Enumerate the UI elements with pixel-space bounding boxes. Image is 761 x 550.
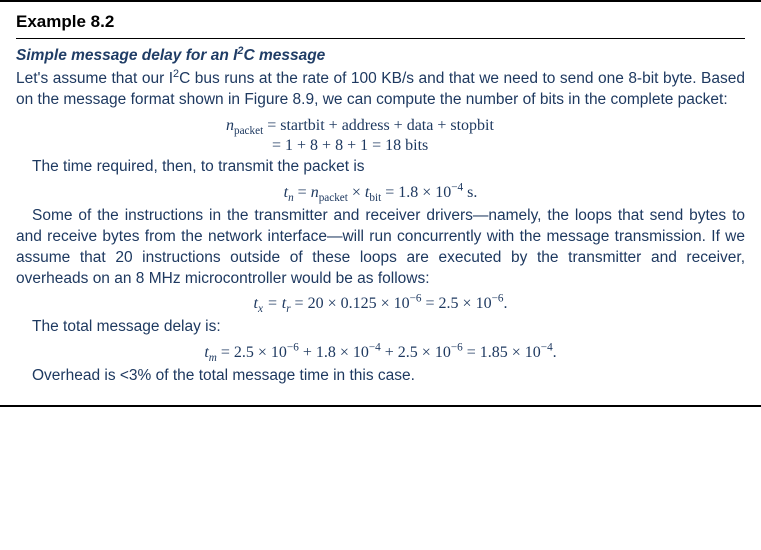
eq3-rhs2: = 2.5 × 10 [426,295,492,312]
eq4-d: = 1.85 × 10 [467,344,541,361]
paragraph-1: Let's assume that our I2C bus runs at th… [16,69,745,111]
equation-3: tx = tr = 20 × 0.125 × 10−6 = 2.5 × 10−6… [16,295,745,313]
eq2-np-sub: packet [319,192,348,204]
eq3-tx-sub: x [258,304,263,316]
eq4-end: . [553,344,557,361]
subtitle-post: C message [243,47,325,64]
paragraph-2: The time required, then, to transmit the… [16,157,745,178]
eq2-tb-sub: bit [369,192,381,204]
eq2-times: × [352,184,365,201]
eq4-de: −4 [541,342,553,354]
eq3-end: . [503,295,507,312]
example-title: Example 8.2 [16,12,745,39]
eq4-ae: −6 [287,342,299,354]
eq2-eq1: = [298,184,311,201]
eq4-ce: −6 [451,342,463,354]
eq2-exp: −4 [451,181,463,193]
eq1a-rhs: = startbit + address + data + stopbit [263,117,494,134]
eq4-c: + 2.5 × 10 [385,344,451,361]
eq3-rhs: = 20 × 0.125 × 10 [295,295,410,312]
eq1a-sub: packet [234,125,263,137]
eq4-b: + 1.8 × 10 [303,344,369,361]
subtitle-pre: Simple message delay for an I [16,47,237,64]
paragraph-3: Some of the instructions in the transmit… [16,206,745,290]
example-box: Example 8.2 Simple message delay for an … [0,0,761,407]
equation-1a: npacket = startbit + address + data + st… [16,117,745,135]
eq3-exp2: −6 [492,293,504,305]
eq2-unit: s. [463,184,477,201]
eq2-val: = 1.8 × 10 [385,184,451,201]
example-subtitle: Simple message delay for an I2C message [16,47,745,65]
eq3-tr: = t [267,295,286,312]
eq1a-var: n [226,117,234,134]
p1-pre: Let's assume that our I [16,70,173,87]
equation-4: tm = 2.5 × 10−6 + 1.8 × 10−4 + 2.5 × 10−… [16,344,745,362]
paragraph-5: Overhead is <3% of the total message tim… [16,366,745,387]
equation-1b: = 1 + 8 + 8 + 1 = 18 bits [16,137,745,155]
equation-2: tn = npacket × tbit = 1.8 × 10−4 s. [16,184,745,202]
eq3-exp1: −6 [410,293,422,305]
eq4-be: −4 [369,342,381,354]
eq2-tn-sub: n [288,192,294,204]
paragraph-4: The total message delay is: [16,317,745,338]
eq2-np: n [311,184,319,201]
eq4-tm-sub: m [209,353,217,365]
eq3-tr-sub: r [286,304,290,316]
eq4-a: = 2.5 × 10 [221,344,287,361]
